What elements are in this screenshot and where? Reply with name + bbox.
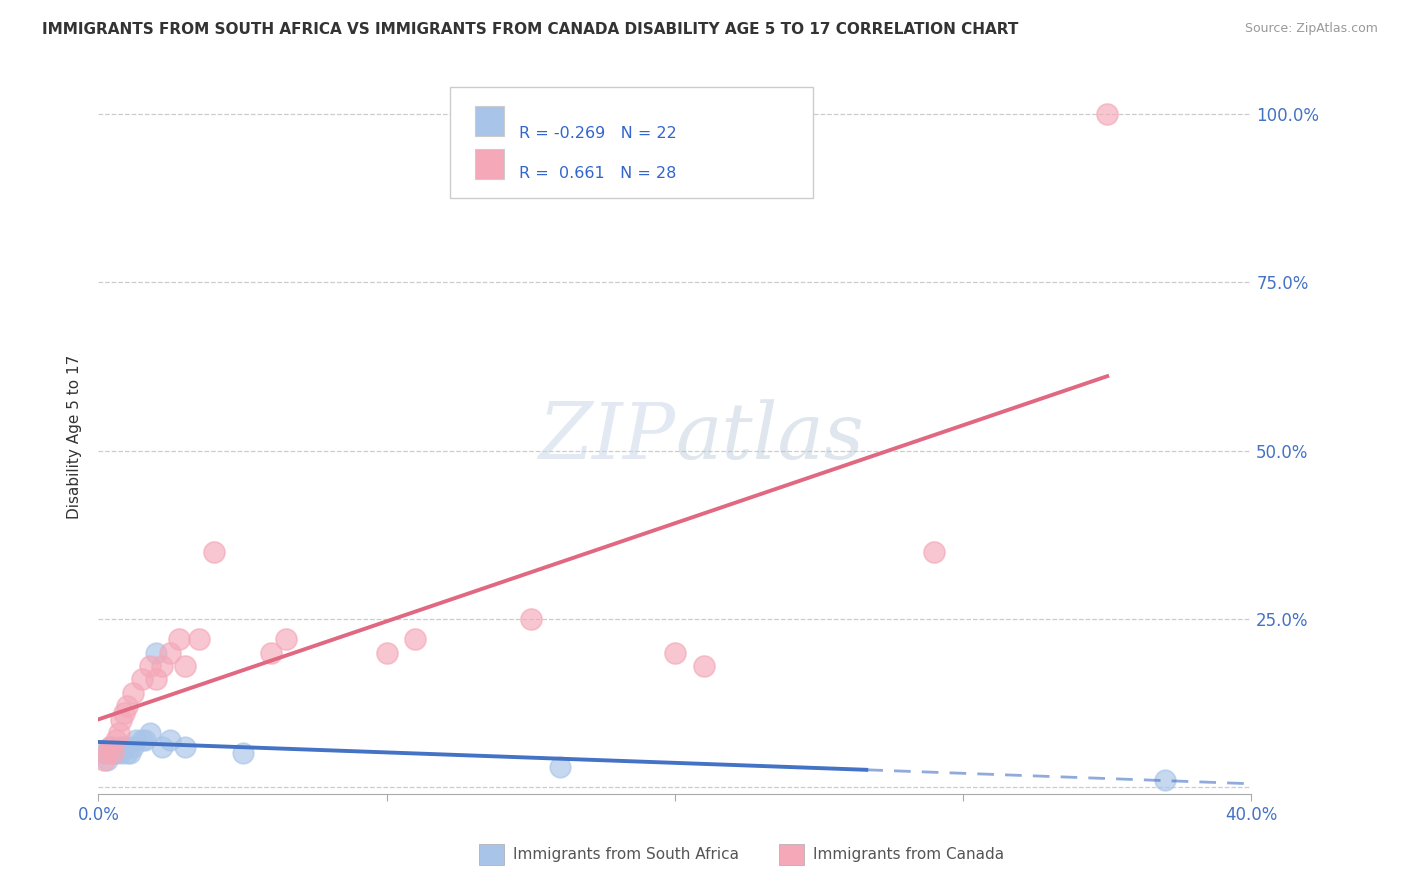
Point: [131, 673, 153, 687]
Point: [274, 632, 297, 646]
Point: [664, 646, 686, 660]
Point: [98, 739, 121, 754]
Point: [260, 646, 283, 660]
Point: [139, 726, 162, 740]
Point: [145, 673, 167, 687]
Point: [93, 747, 115, 761]
Point: [110, 713, 132, 727]
FancyBboxPatch shape: [450, 87, 813, 198]
Bar: [475, 106, 505, 136]
Point: [231, 747, 254, 761]
Text: Immigrants from South Africa: Immigrants from South Africa: [513, 847, 740, 862]
Point: [922, 544, 945, 558]
Point: [112, 706, 135, 720]
Point: [110, 747, 132, 761]
Text: R =  0.661   N = 28: R = 0.661 N = 28: [519, 166, 676, 181]
Point: [117, 747, 139, 761]
Point: [174, 739, 197, 754]
Point: [107, 726, 129, 740]
Point: [104, 733, 127, 747]
Point: [107, 739, 129, 754]
Point: [188, 632, 211, 646]
Point: [167, 632, 190, 646]
Point: [104, 747, 127, 761]
Point: [375, 646, 398, 660]
Point: [98, 739, 121, 754]
Point: [93, 753, 115, 767]
Point: [96, 747, 118, 761]
Bar: [479, 844, 505, 865]
Bar: [475, 149, 505, 179]
Point: [125, 733, 148, 747]
Y-axis label: Disability Age 5 to 17: Disability Age 5 to 17: [67, 355, 83, 519]
Point: [548, 760, 571, 774]
Point: [1097, 107, 1119, 121]
Point: [1153, 773, 1175, 788]
Point: [112, 739, 135, 754]
Point: [101, 747, 124, 761]
Bar: [779, 844, 804, 865]
Point: [405, 632, 427, 646]
Point: [117, 699, 139, 714]
Text: atlas: atlas: [675, 399, 863, 475]
Point: [122, 686, 145, 700]
Point: [122, 739, 145, 754]
Text: Immigrants from Canada: Immigrants from Canada: [813, 847, 1004, 862]
Point: [145, 646, 167, 660]
Point: [139, 659, 162, 673]
Point: [96, 753, 118, 767]
Point: [131, 733, 153, 747]
Point: [134, 733, 156, 747]
Point: [101, 747, 124, 761]
Point: [150, 739, 173, 754]
Text: R = -0.269   N = 22: R = -0.269 N = 22: [519, 126, 676, 141]
Text: IMMIGRANTS FROM SOUTH AFRICA VS IMMIGRANTS FROM CANADA DISABILITY AGE 5 TO 17 CO: IMMIGRANTS FROM SOUTH AFRICA VS IMMIGRAN…: [42, 22, 1018, 37]
Point: [159, 733, 181, 747]
Point: [120, 747, 142, 761]
Point: [159, 646, 181, 660]
Text: ZIP: ZIP: [537, 399, 675, 475]
Point: [150, 659, 173, 673]
Point: [202, 544, 225, 558]
Point: [174, 659, 197, 673]
Point: [520, 612, 543, 626]
Point: [693, 659, 716, 673]
Text: Source: ZipAtlas.com: Source: ZipAtlas.com: [1244, 22, 1378, 36]
